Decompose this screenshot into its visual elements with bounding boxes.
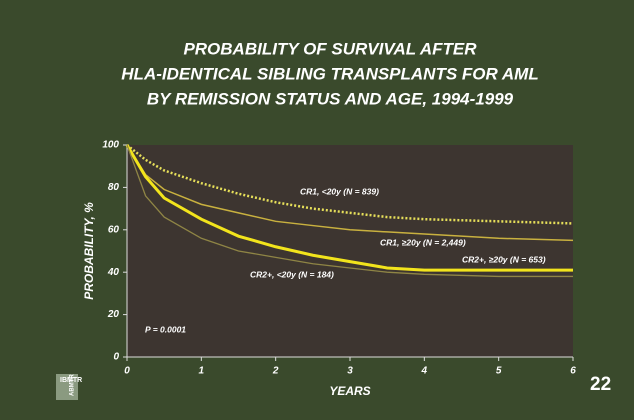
title-line: BY REMISSION STATUS AND AGE, 1994-1999 [147, 89, 514, 108]
survival-curve [125, 144, 573, 272]
y-tick-label: 0 [113, 352, 119, 363]
plot-area [127, 145, 573, 357]
y-tick-label: 40 [107, 267, 120, 278]
x-tick-label: 4 [421, 366, 428, 377]
x-tick-label: 5 [496, 366, 502, 377]
survival-curve [126, 144, 574, 225]
survival-curve [126, 144, 574, 242]
logo-text: ABMTR [70, 374, 76, 396]
logo-box [56, 374, 78, 400]
series-label: CR2+, <20y (N = 184) [250, 269, 334, 279]
logo-text: IBMTR [60, 377, 82, 384]
y-tick-label: 100 [102, 140, 119, 151]
y-tick-label: 60 [108, 224, 120, 235]
x-axis-label: YEARS [329, 384, 370, 398]
p-value: P = 0.0001 [145, 324, 186, 334]
x-tick-label: 2 [272, 366, 279, 377]
x-tick-label: 1 [199, 366, 205, 377]
x-tick-label: 0 [124, 366, 130, 377]
title-line: HLA-IDENTICAL SIBLING TRANSPLANTS FOR AM… [121, 64, 538, 83]
series-label: CR1, <20y (N = 839) [300, 186, 379, 196]
survival-curve [126, 144, 573, 278]
series-label: CR2+, ≥20y (N = 653) [462, 254, 546, 264]
series-label: CR1, ≥20y (N = 2,449) [380, 237, 466, 247]
x-tick-label: 3 [347, 366, 353, 377]
page-number: 22 [590, 374, 611, 395]
x-tick-label: 6 [570, 366, 576, 377]
y-tick-label: 80 [108, 182, 120, 193]
y-axis-label: PROBABILITY, % [82, 202, 96, 300]
title-line: PROBABILITY OF SURVIVAL AFTER [183, 39, 477, 58]
y-tick-label: 20 [107, 309, 120, 320]
